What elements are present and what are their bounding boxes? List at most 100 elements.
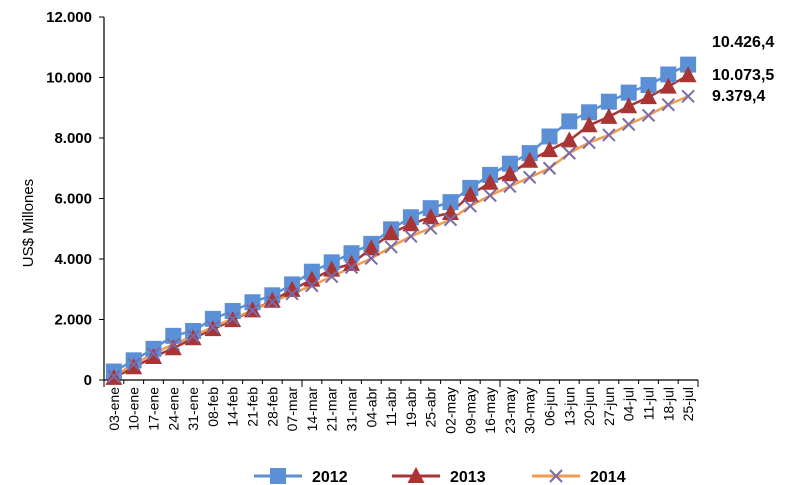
data-point-2013 — [125, 358, 143, 375]
data-point-2014 — [522, 170, 537, 185]
x-tick-label: 17-ene — [146, 387, 162, 431]
data-point-2013 — [283, 280, 301, 297]
data-point-2013 — [679, 66, 697, 83]
y-tick-label: 12.000 — [46, 9, 92, 26]
legend-item-2014: 2014 — [532, 469, 626, 485]
x-tick-label: 02-may — [443, 387, 459, 434]
legend-label: 2013 — [450, 469, 486, 485]
x-tick-label: 27-jun — [601, 387, 617, 426]
x-tick-label: 13-jun — [561, 387, 577, 426]
legend-item-2012: 2012 — [254, 468, 348, 485]
data-point-2014 — [126, 357, 141, 371]
y-tick-label: 10.000 — [46, 70, 92, 87]
data-point-2013 — [422, 208, 440, 225]
data-point-2013 — [402, 215, 420, 232]
end-label-2014: 9.379,4 — [712, 88, 765, 105]
data-point-2014 — [285, 287, 299, 301]
data-point-2014 — [265, 295, 280, 309]
data-point-2014 — [463, 199, 478, 213]
data-point-2014 — [384, 240, 398, 254]
data-point-2014 — [206, 320, 220, 334]
x-tick-label: 31-ene — [185, 387, 201, 431]
data-point-2013 — [481, 173, 499, 190]
data-point-2013 — [461, 185, 479, 202]
x-tick-label: 03-ene — [106, 387, 122, 431]
data-point-2014 — [166, 337, 181, 352]
data-point-2014 — [404, 229, 418, 244]
data-point-2012 — [620, 84, 637, 101]
data-point-2013 — [600, 107, 618, 124]
data-point-2014 — [305, 278, 319, 293]
data-point-2014 — [621, 117, 636, 132]
x-tick-label: 04-abr — [363, 387, 379, 428]
x-tick-label: 19-abr — [403, 387, 419, 428]
legend-label: 2012 — [312, 469, 348, 485]
data-point-2012 — [680, 56, 697, 73]
data-point-2013 — [145, 348, 162, 365]
data-point-2014 — [562, 146, 577, 160]
data-point-2014 — [641, 108, 656, 123]
x-tick-label: 23-may — [502, 387, 518, 434]
data-point-2012 — [640, 77, 657, 94]
x-tick-label: 08-feb — [205, 387, 221, 427]
data-point-2012 — [442, 194, 459, 211]
data-point-2014 — [364, 251, 379, 266]
data-point-2014 — [503, 179, 517, 194]
data-point-2014 — [423, 221, 438, 235]
x-tick-label: 06-jun — [542, 387, 558, 426]
data-point-2013 — [263, 291, 281, 308]
x-tick-label: 25-jul — [680, 387, 696, 421]
x-tick-label: 09-may — [462, 387, 478, 434]
data-point-2013 — [521, 151, 539, 168]
data-point-2013 — [541, 141, 558, 158]
legend-label: 2014 — [590, 469, 626, 485]
data-point-2014 — [681, 89, 695, 103]
y-axis-label: US$ Millones — [20, 179, 37, 267]
data-point-2013 — [362, 239, 380, 256]
legend-marker-2013 — [407, 467, 425, 483]
data-point-2014 — [661, 98, 676, 112]
x-tick-label: 07-mar — [284, 387, 300, 432]
data-point-2014 — [542, 161, 557, 175]
data-point-2013 — [343, 254, 360, 271]
data-point-2014 — [324, 269, 339, 284]
x-tick-label: 14-mar — [304, 387, 320, 432]
x-tick-label: 10-ene — [126, 387, 142, 431]
x-tick-label: 21-mar — [324, 387, 340, 432]
data-point-2014 — [146, 346, 161, 361]
x-tick-label: 24-ene — [165, 387, 181, 431]
legend-item-2013: 2013 — [392, 467, 486, 485]
x-tick-label: 16-may — [482, 387, 498, 434]
data-point-2014 — [107, 369, 121, 384]
x-tick-label: 14-feb — [225, 387, 241, 427]
data-point-2014 — [602, 128, 616, 142]
y-tick-label: 8.000 — [54, 130, 92, 147]
data-point-2012 — [501, 155, 518, 172]
data-point-2012 — [581, 104, 598, 121]
data-point-2014 — [344, 260, 359, 275]
data-point-2013 — [382, 224, 400, 241]
data-point-2012 — [561, 113, 578, 130]
end-label-2013: 10.073,5 — [712, 67, 774, 84]
data-point-2012 — [343, 245, 360, 262]
x-tick-label: 18-jul — [660, 387, 676, 421]
data-point-2013 — [640, 88, 657, 105]
x-tick-label: 30-may — [522, 387, 538, 434]
data-point-2014 — [582, 135, 596, 150]
data-point-2013 — [560, 131, 578, 148]
data-point-2014 — [245, 303, 260, 318]
data-point-2013 — [620, 97, 638, 114]
x-tick-label: 20-jun — [581, 387, 597, 426]
x-tick-label: 25-abr — [423, 387, 439, 428]
y-tick-label: 2.000 — [54, 312, 92, 329]
y-tick-label: 4.000 — [54, 251, 92, 268]
data-point-2014 — [186, 329, 200, 343]
data-point-2013 — [164, 339, 182, 356]
legend-marker-2014 — [549, 469, 563, 483]
x-tick-label: 31-mar — [344, 387, 360, 432]
end-label-2012: 10.426,4 — [712, 34, 774, 51]
legend-marker-2012 — [270, 468, 286, 484]
data-point-2014 — [483, 188, 497, 203]
data-point-2014 — [225, 311, 240, 326]
